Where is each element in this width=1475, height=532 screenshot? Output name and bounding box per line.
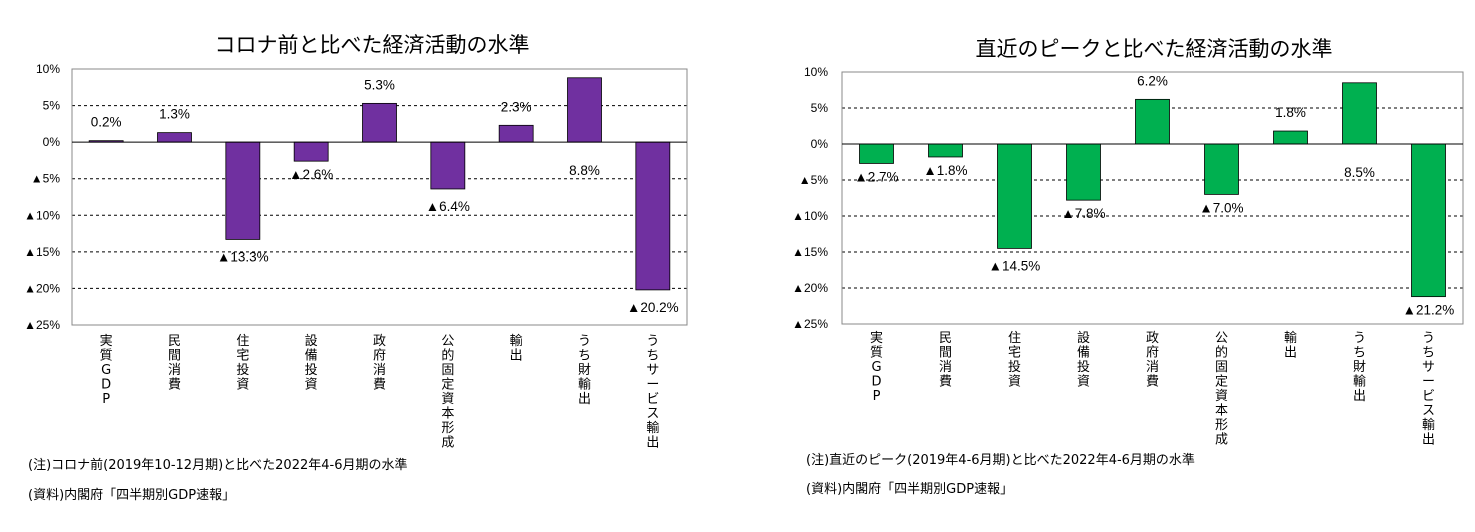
y-tick-label: 5% <box>43 99 61 113</box>
y-tick-label: ▲5% <box>31 172 61 186</box>
chart-left-svg: コロナ前と比べた経済活動の水準 10% 5% 0% ▲5% ▲10% ▲15% ▲20% ▲25… <box>24 33 688 451</box>
category-label: 政府消費 <box>1146 331 1159 390</box>
category-label: 住宅投資 <box>1008 331 1021 390</box>
category-label: 輸出 <box>510 334 523 364</box>
y-tick-label: ▲15% <box>792 245 828 259</box>
category-label: 輸出 <box>1284 331 1297 361</box>
category-label: 民間消費 <box>939 331 952 390</box>
value-label: ▲21.2% <box>1403 303 1455 318</box>
bar <box>1135 98 1170 145</box>
bar <box>567 77 602 143</box>
y-tick-label: 0% <box>811 137 829 151</box>
value-label: ▲6.4% <box>426 199 470 214</box>
bar <box>430 141 466 190</box>
chart-right-note: (注)直近のピーク(2019年4-6月期)と比べた2022年4-6月期の水準 <box>806 453 1195 468</box>
chart-left: コロナ前と比べた経済活動の水準 10% 5% 0% ▲5% ▲10% ▲15% ▲20% ▲25… <box>0 0 730 532</box>
value-label: ▲7.0% <box>1199 200 1243 215</box>
value-label: ▲14.5% <box>989 258 1041 273</box>
y-tick-label: 0% <box>43 135 61 149</box>
value-label: 2.3% <box>501 99 532 114</box>
category-label: 公的固定資本形成 <box>1215 331 1228 448</box>
bar <box>1066 143 1101 201</box>
category-label: 実質 G D P <box>100 333 113 407</box>
plot-frame <box>841 71 1464 325</box>
bar <box>997 143 1032 249</box>
category-label: 実質 G D P <box>870 330 883 404</box>
chart-right-svg: 直近のピークと比べた経済活動の水準 10% 5% 0% ▲5% ▲10% ▲15% ▲20% ▲… <box>792 37 1464 448</box>
bar <box>635 141 671 291</box>
bar <box>1204 143 1239 195</box>
y-tick-label: ▲5% <box>799 173 829 187</box>
value-label: 8.8% <box>569 163 600 178</box>
bar <box>1273 130 1308 145</box>
bar <box>225 141 261 240</box>
value-label: ▲2.6% <box>289 167 333 182</box>
y-tick-label: ▲25% <box>24 318 60 332</box>
value-label: ▲7.8% <box>1061 206 1105 221</box>
bar <box>293 141 329 162</box>
value-label: 5.3% <box>364 77 395 92</box>
y-tick-label: ▲20% <box>792 281 828 295</box>
y-tick-label: 5% <box>811 101 829 115</box>
category-label: 政府消費 <box>373 334 386 393</box>
category-label: 民間消費 <box>168 334 181 393</box>
value-label: ▲20.2% <box>627 300 679 315</box>
category-label: うち財輸出 <box>578 334 591 407</box>
bar <box>362 102 397 143</box>
y-tick-label: 10% <box>804 65 828 79</box>
y-tick-label: ▲10% <box>24 208 60 222</box>
y-tick-label: ▲25% <box>792 317 828 331</box>
category-label: 公的固定資本形成 <box>441 334 454 451</box>
value-label: ▲2.7% <box>854 169 898 184</box>
category-label: 設備投資 <box>305 333 318 393</box>
category-label: 設備投資 <box>1077 330 1090 390</box>
bar <box>859 143 894 164</box>
value-label: ▲1.8% <box>923 163 967 178</box>
chart-right-source: (資料)内閣府「四半期別GDP速報」 <box>806 482 1014 497</box>
bar <box>1342 82 1377 145</box>
plot-frame <box>71 68 688 326</box>
category-label: うちサービス輸出 <box>646 334 659 451</box>
chart-title: コロナ前と比べた経済活動の水準 <box>215 33 530 57</box>
value-label: ▲13.3% <box>217 249 269 264</box>
chart-title: 直近のピークと比べた経済活動の水準 <box>976 37 1333 61</box>
bar <box>928 143 963 158</box>
y-tick-label: 10% <box>36 62 60 76</box>
chart-right: 直近のピークと比べた経済活動の水準 10% 5% 0% ▲5% ▲10% ▲15% ▲20% ▲… <box>780 0 1475 532</box>
value-label: 1.3% <box>159 107 190 122</box>
bar <box>1411 143 1446 298</box>
y-tick-label: ▲10% <box>792 209 828 223</box>
category-label: 住宅投資 <box>236 334 249 393</box>
value-label: 1.8% <box>1275 105 1306 120</box>
value-label: 8.5% <box>1344 165 1375 180</box>
bar <box>498 124 534 143</box>
chart-left-note: (注)コロナ前(2019年10-12月期)と比べた2022年4-6月期の水準 <box>28 458 408 473</box>
category-label: うちサービス輸出 <box>1422 331 1435 448</box>
value-label: 6.2% <box>1137 73 1168 88</box>
chart-left-source: (資料)内閣府「四半期別GDP速報」 <box>28 488 236 503</box>
y-tick-label: ▲15% <box>24 245 60 259</box>
y-tick-label: ▲20% <box>24 281 60 295</box>
category-label: うち財輸出 <box>1353 331 1366 404</box>
bar <box>157 132 192 143</box>
value-label: 0.2% <box>91 115 122 130</box>
